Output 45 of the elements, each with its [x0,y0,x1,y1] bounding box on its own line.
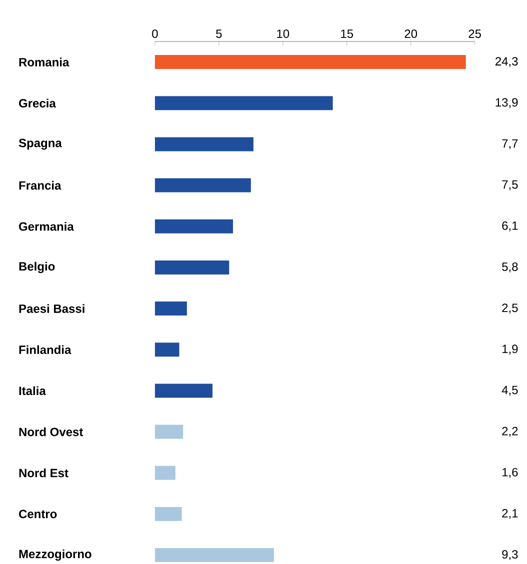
y-tick-label: Francia [19,180,62,190]
bar [155,302,188,316]
bar [155,178,252,192]
data-label: 2,5 [502,304,518,314]
bar [155,506,182,521]
data-label: 9,3 [502,550,518,560]
x-tick-label: 10 [277,29,290,38]
y-tick-label: Germania [19,222,74,231]
data-label: 1,9 [502,344,518,355]
y-tick-label: Centro [19,510,57,518]
data-label: 13,9 [496,98,518,108]
y-tick-label: Grecia [19,98,56,108]
data-label: 7,7 [502,139,518,150]
y-tick-label: Paesi Bassi [19,304,84,313]
y-tick-label: Spagna [18,138,62,150]
data-label: 24,3 [496,57,518,67]
data-label: 2,1 [502,509,518,519]
data-label: 7,5 [502,180,518,190]
y-tick-label: Finlandia [19,345,72,354]
y-tick-label: Nord Ovest [19,427,84,436]
x-tick-label: 25 [468,29,482,38]
y-tick-label: Nord Est [19,468,68,478]
y-tick-label: Belgio [19,262,55,274]
data-label: 4,5 [502,386,518,396]
data-label: 6,1 [502,221,518,232]
bar [155,548,274,562]
bar [155,424,184,439]
x-tick-label: 5 [216,30,222,38]
bar [155,342,180,357]
data-label: 1,6 [502,468,518,478]
bar [155,219,234,234]
bar [155,55,466,70]
bar [155,137,254,152]
bar [155,96,333,110]
bar [155,384,213,398]
x-tick-label: 20 [404,29,418,38]
data-label: 5,8 [502,262,518,272]
x-tick-label: 15 [341,30,354,38]
bar [155,466,176,480]
data-label: 2,2 [502,426,518,437]
bar [155,260,230,274]
y-tick-label: Romania [19,58,70,66]
y-tick-label: Mezzogiorno [19,549,92,561]
y-tick-label: Italia [19,386,46,396]
x-tick-label: 0 [152,29,158,38]
